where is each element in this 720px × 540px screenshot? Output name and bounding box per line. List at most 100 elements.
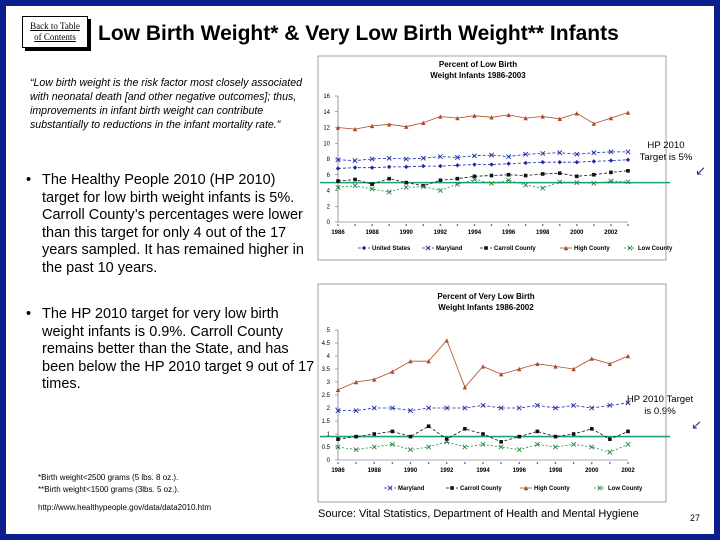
- data-point: [626, 429, 630, 434]
- data-point: [455, 163, 460, 168]
- data-point: [535, 361, 540, 366]
- data-point: [480, 402, 486, 408]
- data-point: [540, 150, 546, 157]
- legend-marker: [563, 245, 569, 251]
- chart-frame: [317, 283, 667, 503]
- x-tick-dot: [627, 462, 629, 464]
- legend-label: Maryland: [436, 246, 463, 252]
- data-point: [489, 173, 494, 178]
- data-point: [571, 432, 576, 436]
- data-point: [506, 161, 511, 166]
- bullet-icon: •: [26, 306, 32, 322]
- data-point: [372, 377, 377, 382]
- series-line: [337, 441, 629, 453]
- data-point: [472, 174, 477, 179]
- data-point: [352, 165, 358, 170]
- x-tick-dot: [355, 462, 357, 464]
- data-point: [438, 114, 443, 119]
- data-point: [420, 155, 426, 161]
- series-line: [337, 112, 629, 130]
- data-point: [607, 402, 613, 408]
- bullet-text: The HP 2010 target for very low birth we…: [42, 306, 315, 392]
- data-point: [608, 115, 614, 121]
- y-tick-label: 0.5: [322, 445, 331, 451]
- legend-marker: [450, 486, 454, 490]
- data-point: [625, 441, 631, 447]
- x-tick-dot: [354, 224, 356, 226]
- data-point: [499, 440, 503, 444]
- x-tick-label: 1992: [440, 468, 454, 474]
- data-point: [438, 178, 443, 183]
- x-tick-label: 2000: [570, 230, 584, 236]
- x-tick-dot: [388, 224, 390, 226]
- data-point: [517, 366, 522, 372]
- x-tick-dot: [391, 462, 394, 464]
- data-point: [552, 405, 559, 411]
- data-point: [592, 172, 596, 177]
- data-point: [421, 120, 426, 125]
- data-point: [553, 364, 558, 369]
- data-point: [408, 359, 413, 364]
- x-tick-label: 2002: [621, 468, 635, 474]
- x-tick-label: 1988: [368, 468, 382, 474]
- arrow-icon: ↙: [691, 417, 702, 432]
- data-point: [589, 356, 594, 361]
- legend-label: Maryland: [398, 486, 425, 492]
- data-point: [591, 150, 597, 156]
- legend-marker: [597, 485, 603, 491]
- x-tick-label: 1998: [549, 468, 563, 474]
- data-point: [481, 432, 485, 436]
- data-point: [371, 405, 377, 411]
- data-point: [506, 112, 511, 118]
- footnote-url-link[interactable]: http://www.healthypeople.gov/data/data20…: [38, 503, 212, 512]
- x-tick-dot: [405, 224, 408, 226]
- source-note: Source: Vital Statistics, Department of …: [318, 508, 639, 520]
- x-tick-dot: [482, 462, 484, 464]
- data-point: [480, 364, 486, 369]
- data-point: [553, 434, 558, 439]
- data-point: [523, 173, 528, 178]
- data-point: [438, 163, 443, 169]
- x-tick-dot: [576, 224, 578, 226]
- back-to-contents-button[interactable]: Back to Table of Contents: [22, 16, 88, 48]
- legend-label: Low County: [638, 246, 673, 252]
- back-button-line2: of Contents: [34, 32, 76, 42]
- data-point: [471, 153, 477, 159]
- x-tick-dot: [593, 224, 595, 226]
- x-tick-dot: [439, 224, 442, 226]
- data-point: [571, 402, 577, 408]
- data-point: [480, 441, 486, 447]
- data-point: [557, 159, 562, 165]
- y-tick-label: 16: [323, 94, 330, 100]
- data-point: [523, 160, 528, 166]
- series-line: [337, 151, 628, 162]
- y-tick-label: 2: [327, 204, 331, 210]
- chart-title: Percent of Low Birth: [439, 60, 517, 69]
- y-tick-label: 1: [327, 432, 331, 438]
- x-tick-dot: [554, 462, 557, 464]
- data-point: [535, 429, 540, 434]
- data-point: [407, 408, 414, 414]
- data-point: [523, 115, 528, 121]
- x-tick-label: 1990: [400, 230, 414, 236]
- legend-label: United States: [372, 246, 411, 252]
- data-point: [517, 434, 522, 439]
- legend-label: Carroll County: [494, 246, 536, 252]
- chart-subtitle: Weight Infants 1986-2002: [438, 303, 534, 312]
- data-point: [608, 149, 614, 155]
- x-tick-label: 1994: [468, 230, 482, 236]
- series-line: [337, 170, 629, 187]
- data-point: [421, 163, 426, 169]
- series-line: [338, 402, 629, 412]
- y-tick-label: 1.5: [322, 419, 331, 425]
- data-point: [557, 179, 563, 185]
- data-point: [353, 379, 359, 385]
- data-point: [336, 179, 340, 183]
- data-point: [498, 405, 504, 411]
- data-point: [462, 444, 468, 450]
- x-tick-dot: [371, 224, 373, 226]
- x-tick-label: 1988: [365, 230, 379, 236]
- data-point: [386, 155, 392, 161]
- data-point: [489, 180, 495, 186]
- data-point: [335, 408, 341, 414]
